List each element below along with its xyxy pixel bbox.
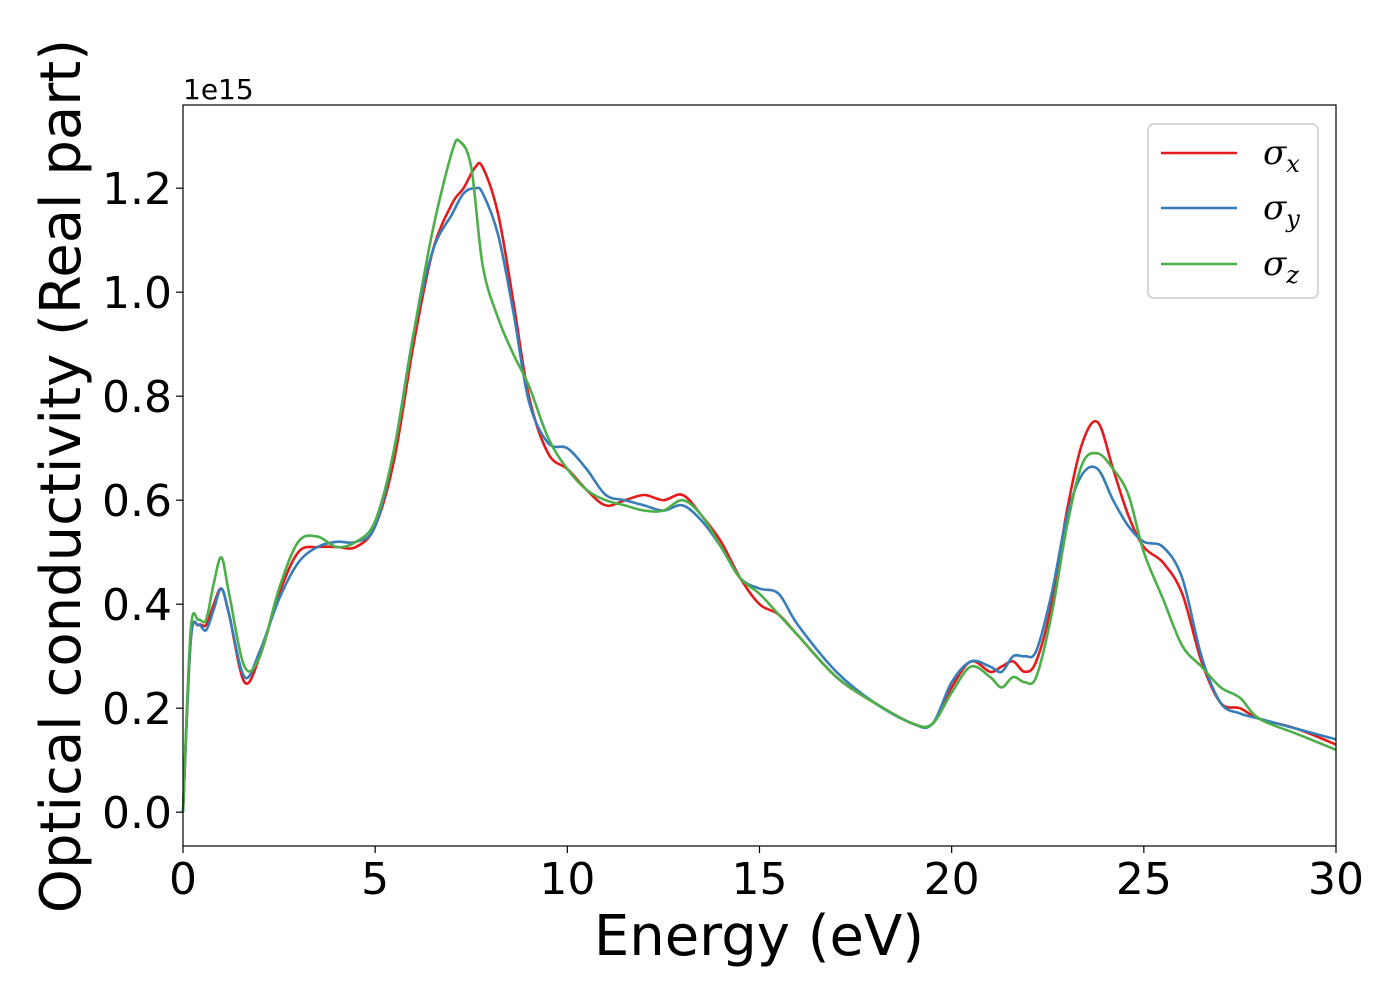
x-tick-label: 20	[924, 854, 980, 905]
y-tick-label: 1.2	[102, 164, 172, 215]
x-tick-label: 15	[732, 854, 788, 905]
y-tick-label: 0.4	[102, 580, 172, 631]
legend-label-y: σy	[1263, 188, 1300, 233]
y-tick-label: 0.2	[102, 684, 172, 735]
series-line-x	[181, 161, 1337, 813]
x-tick-label: 0	[169, 854, 197, 905]
series-line-z	[181, 138, 1337, 813]
x-axis-ticks: 0 5 10 15 20 25 30	[169, 846, 1364, 905]
legend-box	[1147, 123, 1319, 299]
legend: σx σy σz	[1147, 123, 1319, 299]
x-tick-label: 30	[1308, 854, 1364, 905]
y-tick-label: 0.8	[102, 372, 172, 423]
x-axis-label: Energy (eV)	[594, 904, 924, 969]
y-tick-label: 1.0	[102, 268, 172, 319]
y-tick-label: 0.6	[102, 476, 172, 527]
y-axis-label: Optical conductivity (Real part)	[29, 39, 94, 913]
y-offset-label: 1e15	[183, 73, 254, 106]
series-layer	[181, 138, 1337, 813]
y-tick-label: 0.0	[102, 788, 172, 839]
x-tick-label: 5	[361, 854, 389, 905]
x-tick-label: 10	[539, 854, 595, 905]
legend-label-z: σz	[1263, 244, 1299, 289]
y-axis-ticks: 0.0 0.2 0.4 0.6 0.8 1.0 1.2	[102, 164, 183, 839]
legend-label-x: σx	[1263, 133, 1300, 178]
x-tick-label: 25	[1116, 854, 1172, 905]
